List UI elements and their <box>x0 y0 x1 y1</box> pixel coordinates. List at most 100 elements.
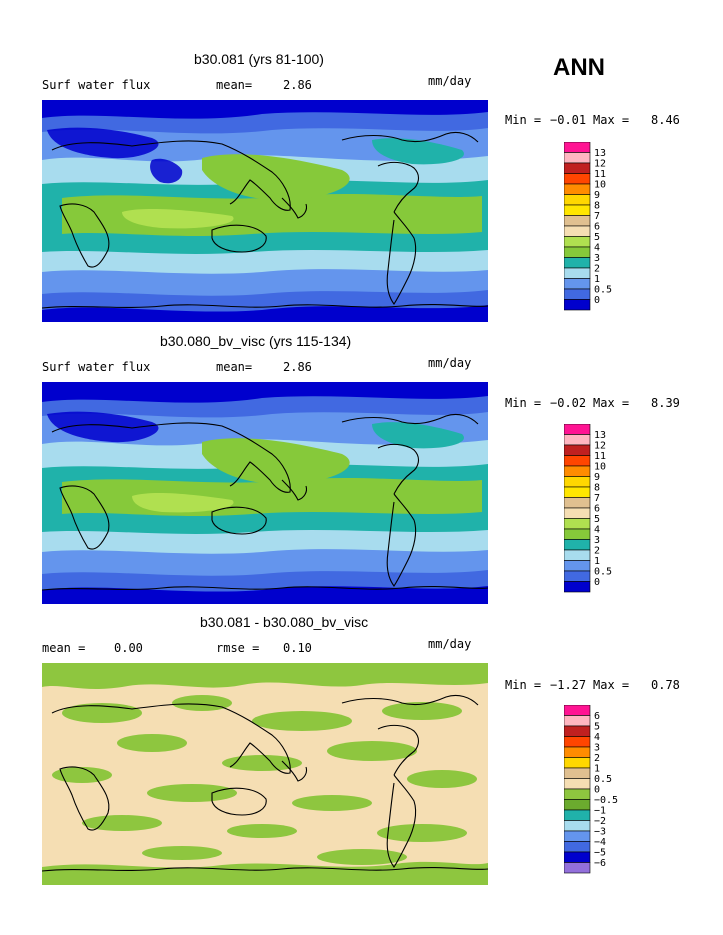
colorbar-swatch <box>564 152 591 164</box>
colorbar-level-label: 8 <box>594 201 600 212</box>
colorbar-level-label: 0.5 <box>594 567 612 578</box>
colorbar-swatch <box>564 746 591 758</box>
colorbar-swatch <box>564 507 591 519</box>
colorbar-level-label: −4 <box>594 837 606 848</box>
colorbar-level-label: 13 <box>594 430 606 441</box>
colorbar-level-label: 8 <box>594 483 600 494</box>
colorbar-level-label: 9 <box>594 472 600 483</box>
colorbar-level-label: 3 <box>594 743 600 754</box>
colorbar-level-label: 2 <box>594 546 600 557</box>
colorbar-swatch <box>564 215 591 227</box>
colorbar-level-label: 13 <box>594 148 606 159</box>
panel-1-min-value: −0.01 <box>550 113 587 127</box>
colorbar-level-label: 0.5 <box>594 285 612 296</box>
panel-3-units: mm/day <box>428 637 472 651</box>
colorbar-swatch <box>564 736 591 748</box>
colorbar-swatch <box>564 851 591 863</box>
colorbar-swatch <box>564 455 591 467</box>
panel-1-units: mm/day <box>428 74 472 88</box>
colorbar-level-label: 7 <box>594 493 600 504</box>
colorbar-level-label: 6 <box>594 222 600 233</box>
colorbar-level-label: 0 <box>594 295 600 306</box>
panel-2-map <box>42 382 488 604</box>
colorbar-swatch <box>564 225 591 237</box>
colorbar-swatch <box>564 549 591 561</box>
colorbar-level-label: 0 <box>594 785 600 796</box>
colorbar-level-label: 5 <box>594 232 600 243</box>
colorbar-level-label: −2 <box>594 816 606 827</box>
colorbar-swatch <box>564 767 591 779</box>
panel-3-min-value: −1.27 <box>550 678 587 692</box>
colorbar-swatch <box>564 486 591 498</box>
panel-1-variable-label: Surf water flux <box>42 78 151 92</box>
colorbar-swatch <box>564 267 591 279</box>
colorbar-swatch <box>564 830 591 842</box>
colorbar-swatch <box>564 570 591 582</box>
colorbar-swatch <box>564 705 591 716</box>
colorbar-level-label: 6 <box>594 711 600 722</box>
panel-1-title: b30.081 (yrs 81-100) <box>194 51 324 67</box>
colorbar-swatch <box>564 715 591 727</box>
colorbar-swatch <box>564 862 591 874</box>
colorbar-level-label: 10 <box>594 180 606 191</box>
panel-2-min-label: Min = <box>505 396 542 410</box>
panel-3-max-label: Max = <box>593 678 630 692</box>
panel-2-units: mm/day <box>428 356 472 370</box>
colorbar-swatch <box>564 518 591 530</box>
colorbar-swatch <box>564 444 591 456</box>
panel-3-mean-label: mean = <box>42 641 86 655</box>
colorbar-swatch <box>564 725 591 737</box>
colorbar-swatch <box>564 465 591 477</box>
colorbar-level-label: −1 <box>594 806 606 817</box>
colorbar-swatch <box>564 841 591 853</box>
colorbar-level-label: 4 <box>594 525 600 536</box>
colorbar-swatch <box>564 183 591 195</box>
panel-1-mean-label: mean= <box>216 78 253 92</box>
colorbar-swatch <box>564 434 591 446</box>
panel-1-map <box>42 100 488 322</box>
colorbar-swatch <box>564 497 591 509</box>
colorbar-level-label: 2 <box>594 753 600 764</box>
colorbar-level-label: 0.5 <box>594 774 612 785</box>
colorbar-level-label: 1 <box>594 556 600 567</box>
colorbar-level-label: 1 <box>594 764 600 775</box>
colorbar-swatch <box>564 528 591 540</box>
panel-2-min-value: −0.02 <box>550 396 587 410</box>
colorbar-swatch <box>564 809 591 821</box>
colorbar-level-label: 10 <box>594 462 606 473</box>
colorbar-swatch <box>564 799 591 811</box>
colorbar-level-label: 1 <box>594 274 600 285</box>
colorbar-level-label: 0 <box>594 577 600 588</box>
panel-3-min-label: Min = <box>505 678 542 692</box>
colorbar-level-label: 6 <box>594 504 600 515</box>
panel-2-title: b30.080_bv_visc (yrs 115-134) <box>160 333 352 349</box>
colorbar-level-label: 7 <box>594 211 600 222</box>
colorbar-swatch <box>564 173 591 185</box>
colorbar-swatch <box>564 288 591 300</box>
colorbar-swatch <box>564 539 591 551</box>
colorbar-swatch <box>564 476 591 488</box>
colorbar-level-label: 5 <box>594 722 600 733</box>
panel-2-max-label: Max = <box>593 396 630 410</box>
season-label: ANN <box>553 54 605 81</box>
colorbar-level-label: 3 <box>594 253 600 264</box>
colorbar-level-label: −6 <box>594 858 606 869</box>
panel-3-max-value: 0.78 <box>651 678 680 692</box>
panel-3-rmse-label: rmse = <box>216 641 260 655</box>
colorbar-level-label: −5 <box>594 848 606 859</box>
colorbar-swatch <box>564 560 591 572</box>
colorbar-swatch <box>564 424 591 435</box>
panel-3-mean-value: 0.00 <box>114 641 143 655</box>
colorbar-swatch <box>564 788 591 800</box>
panel-1-max-value: 8.46 <box>651 113 680 127</box>
panel-1-mean-value: 2.86 <box>283 78 312 92</box>
colorbar-level-label: 12 <box>594 159 606 170</box>
colorbar-swatch <box>564 299 591 311</box>
colorbar-swatch <box>564 162 591 174</box>
colorbar-level-label: −3 <box>594 827 606 838</box>
colorbar-level-label: 4 <box>594 732 600 743</box>
colorbar-level-label: 4 <box>594 243 600 254</box>
